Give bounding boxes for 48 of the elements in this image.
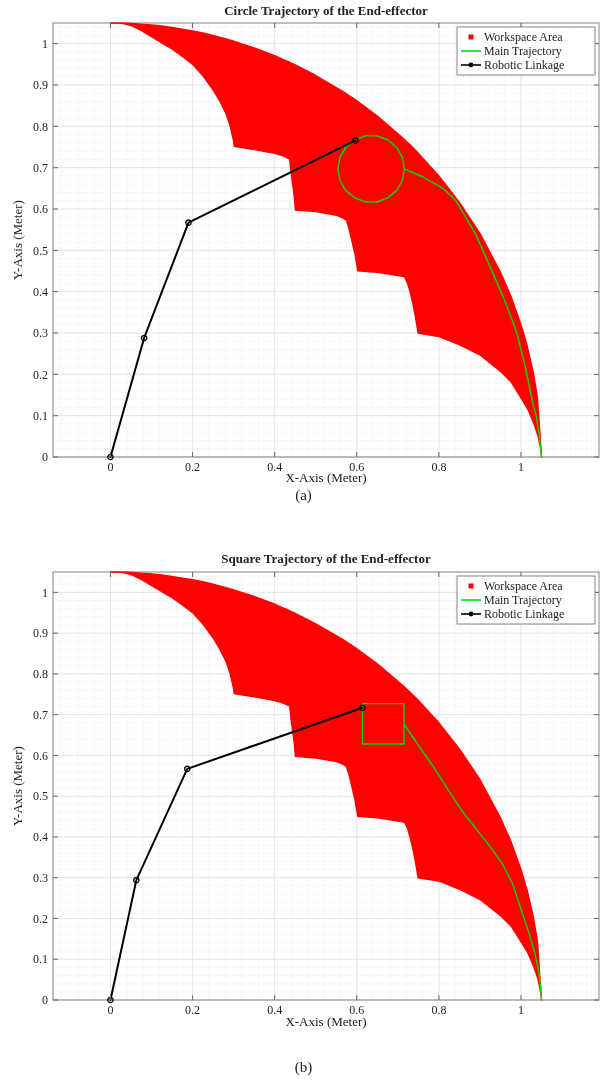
- line-series: [361, 702, 543, 1001]
- chart-title: Circle Trajectory of the End-effector: [224, 3, 429, 18]
- legend-label: Workspace Area: [484, 30, 564, 45]
- y-tick-label: 0.2: [33, 911, 48, 926]
- x-tick-label: 0: [107, 1003, 114, 1017]
- x-tick-label: 0.2: [185, 1003, 201, 1017]
- y-tick-label: 0.5: [33, 243, 48, 258]
- y-axis-title: Y-Axis (Meter): [10, 746, 25, 826]
- legend-label: Main Trajectory: [484, 44, 562, 59]
- y-tick-label: 0.1: [33, 408, 48, 423]
- y-tick-label: 0.4: [33, 284, 48, 299]
- y-tick-label: 0.3: [33, 326, 48, 341]
- y-tick-label: 0.8: [33, 667, 48, 682]
- y-tick-label: 0.4: [33, 830, 48, 845]
- legend-label: Robotic Linkage: [484, 58, 565, 73]
- x-tick-label: 1: [518, 460, 524, 474]
- y-tick-label: 0.1: [33, 952, 48, 967]
- y-tick-label: 0.9: [33, 626, 48, 641]
- y-tick-label: 0.7: [33, 707, 48, 722]
- y-tick-label: 0.7: [33, 160, 48, 175]
- y-tick-label: 0.9: [33, 78, 48, 93]
- y-tick-label: 1: [42, 585, 48, 600]
- legend-label: Robotic Linkage: [484, 607, 565, 622]
- text: (b): [294, 1059, 313, 1076]
- x-tick-label: 0.4: [267, 460, 283, 474]
- legend-label: Workspace Area: [484, 579, 564, 594]
- x-tick-label: 0.8: [431, 1003, 447, 1017]
- x-tick-label: 0.6: [349, 1003, 365, 1017]
- y-tick-label: 0.5: [33, 789, 48, 804]
- x-tick-label: 0.4: [267, 1003, 283, 1017]
- x-tick-label: 0.2: [185, 460, 201, 474]
- y-tick-label: 0.2: [33, 367, 48, 382]
- y-tick-label: 0.8: [33, 119, 48, 134]
- x-tick-label: 0.8: [431, 460, 447, 474]
- chart-title: Square Trajectory of the End-effector: [221, 551, 431, 566]
- x-tick-label: 1: [518, 1003, 524, 1017]
- y-axis-title: Y-Axis (Meter): [10, 200, 25, 280]
- point: [133, 876, 140, 884]
- x-tick-label: 0: [107, 460, 114, 474]
- x-axis-title: X-Axis (Meter): [285, 1014, 367, 1029]
- line-series: [337, 135, 543, 458]
- legend-label: Main Trajectory: [484, 593, 562, 608]
- point: [185, 219, 192, 226]
- y-tick-label: 0.6: [33, 748, 48, 763]
- y-tick-label: 0.6: [33, 202, 48, 217]
- y-tick-label: 1: [42, 36, 48, 51]
- y-tick-label: 0.3: [33, 870, 48, 885]
- text: (a): [295, 487, 312, 504]
